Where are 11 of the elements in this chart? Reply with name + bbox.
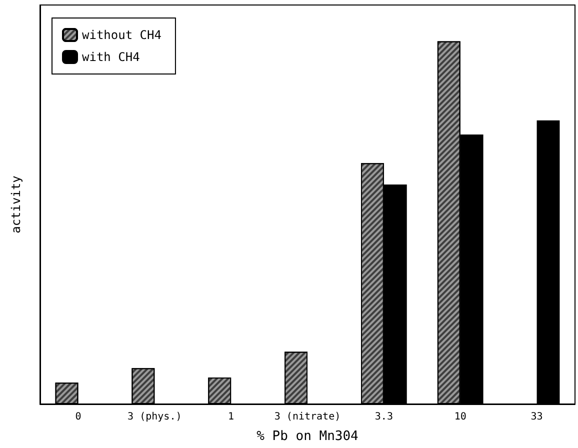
y-axis-title: activity	[9, 176, 23, 234]
legend-label: without CH4	[82, 28, 162, 42]
x-tick-label: 10	[454, 412, 466, 422]
x-tick-label: 1	[228, 412, 234, 422]
x-tick-label: 3 (phys.)	[128, 412, 182, 422]
x-axis-title: % Pb on Mn304	[256, 429, 359, 444]
x-tick-label: 0	[75, 412, 82, 422]
x-tick-label: 3.3	[374, 412, 393, 422]
x-tick-label: 33	[530, 412, 543, 422]
x-tick-label: 3 (nitrate)	[274, 412, 341, 422]
legend-label: with CH4	[82, 50, 140, 64]
